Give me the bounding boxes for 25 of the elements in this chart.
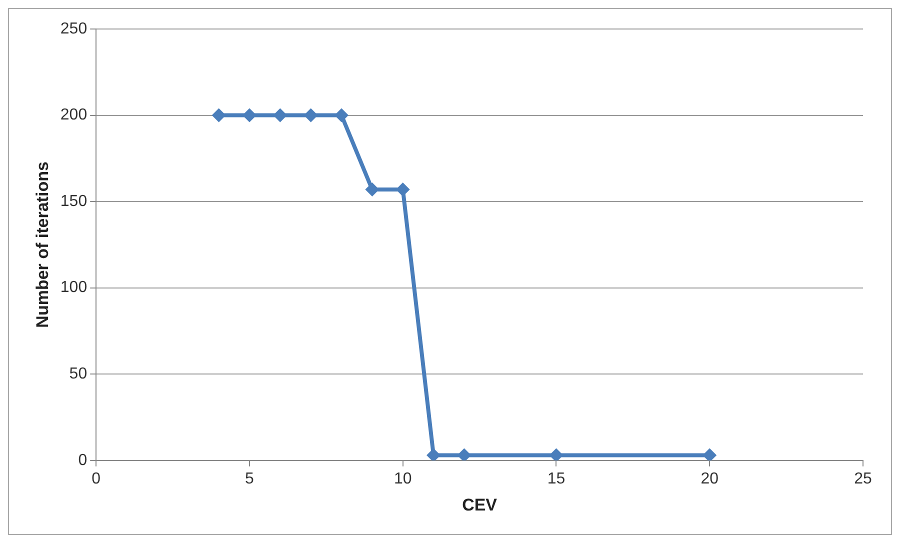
x-tick-label: 20 <box>700 470 719 488</box>
point <box>549 448 564 460</box>
x-axis-title: CEV <box>462 495 498 514</box>
point <box>273 108 288 122</box>
point <box>212 108 226 122</box>
point <box>242 108 256 122</box>
y-tick-label: 100 <box>60 279 88 296</box>
point <box>334 108 349 122</box>
y-tick-label: 250 <box>60 20 88 38</box>
y-tick-label: 200 <box>60 106 88 124</box>
point <box>426 448 441 460</box>
x-tick-label: 25 <box>854 470 872 488</box>
point <box>304 108 318 122</box>
y-axis-title: Number of iterations <box>32 162 52 328</box>
point <box>702 448 717 460</box>
y-tick-label: 50 <box>69 366 88 383</box>
x-tick-label: 10 <box>394 470 412 488</box>
point <box>457 448 472 460</box>
y-tick-label: 150 <box>60 192 88 210</box>
x-tick-label: 0 <box>92 470 101 488</box>
x-tick-label: 15 <box>547 470 566 488</box>
point <box>396 182 410 196</box>
x-tick-label: 5 <box>245 470 254 488</box>
point <box>365 182 380 196</box>
y-tick-label: 0 <box>78 452 88 469</box>
